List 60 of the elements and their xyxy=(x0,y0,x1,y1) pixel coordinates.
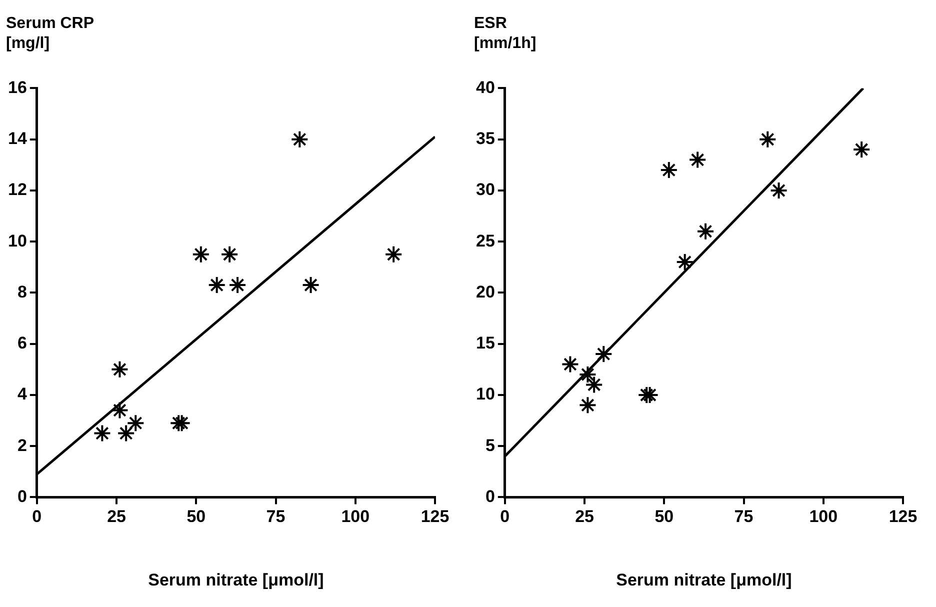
y-tick-label: 5 xyxy=(485,436,495,455)
point xyxy=(676,253,694,272)
point xyxy=(660,161,678,179)
y-tick-label: 30 xyxy=(476,180,495,200)
y-axis-title: ESR [mm/1h] xyxy=(474,14,536,54)
point xyxy=(770,181,788,200)
point xyxy=(170,414,188,432)
y-tick-label: 10 xyxy=(476,384,495,404)
y-tick-label: 35 xyxy=(476,129,495,148)
x-tick-label: 100 xyxy=(341,507,370,526)
x-tick-label: 125 xyxy=(420,507,450,526)
point xyxy=(696,222,715,240)
x-tick-label: 0 xyxy=(32,507,42,526)
y-tick-label: 0 xyxy=(17,486,27,506)
point xyxy=(852,140,871,159)
y-tick-label: 2 xyxy=(17,436,27,455)
y-axis-title: Serum CRP [mg/l] xyxy=(6,14,94,54)
point xyxy=(302,276,320,294)
point xyxy=(110,401,129,420)
x-tick-label: 75 xyxy=(734,507,754,526)
point xyxy=(228,276,247,294)
point xyxy=(578,396,597,414)
y-tick-label: 0 xyxy=(485,486,495,506)
y-tick-label: 25 xyxy=(476,231,495,250)
point xyxy=(117,424,136,442)
x-tick-label: 75 xyxy=(266,507,286,526)
point xyxy=(688,150,707,169)
point xyxy=(126,414,145,432)
point xyxy=(290,130,309,148)
y-tick-label: 12 xyxy=(8,180,27,200)
point xyxy=(110,360,129,378)
x-axis-title: Serum nitrate [μmol/l] xyxy=(148,570,324,590)
point xyxy=(585,376,604,394)
point xyxy=(594,345,613,364)
y-tick-label: 15 xyxy=(476,334,495,353)
y-tick-label: 8 xyxy=(17,282,27,302)
y-tick-label: 20 xyxy=(476,282,495,302)
point xyxy=(208,276,226,294)
point xyxy=(561,355,580,374)
y-tick-label: 14 xyxy=(8,129,28,148)
point xyxy=(578,366,597,384)
point xyxy=(758,130,777,148)
x-tick-label: 25 xyxy=(575,507,594,526)
point xyxy=(172,414,191,432)
point xyxy=(220,245,239,264)
x-tick-label: 50 xyxy=(654,507,674,526)
x-tick-label: 100 xyxy=(809,507,838,526)
y-tick-label: 40 xyxy=(476,78,495,97)
x-tick-label: 0 xyxy=(500,507,510,526)
point xyxy=(384,245,403,264)
x-axis-title: Serum nitrate [μmol/l] xyxy=(616,570,792,590)
y-tick-label: 4 xyxy=(17,384,28,404)
y-tick-label: 6 xyxy=(17,334,27,353)
point xyxy=(192,245,210,264)
point xyxy=(93,424,112,442)
x-tick-label: 125 xyxy=(888,507,918,526)
x-tick-label: 50 xyxy=(186,507,206,526)
y-tick-label: 10 xyxy=(8,231,27,250)
y-tick-label: 16 xyxy=(8,78,27,97)
x-tick-label: 25 xyxy=(107,507,126,526)
